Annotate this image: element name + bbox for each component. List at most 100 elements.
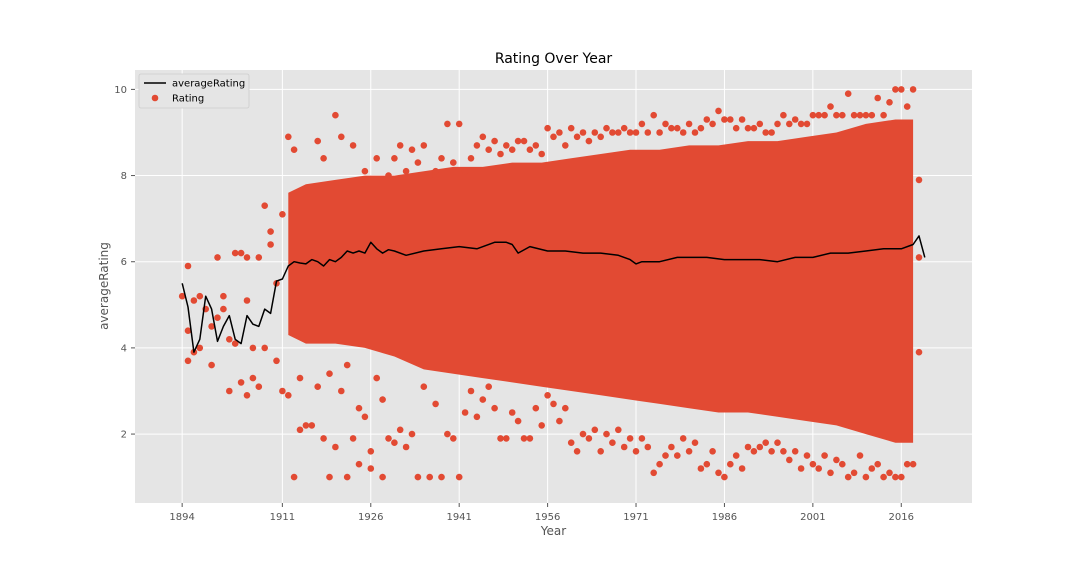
rating-point <box>491 404 498 412</box>
rating-point <box>314 137 322 145</box>
rating-point <box>744 443 752 451</box>
rating-point <box>308 422 316 429</box>
rating-point <box>691 129 699 136</box>
rating-point <box>255 383 263 391</box>
rating-point <box>473 413 481 421</box>
y-axis-ticks: 2 4 6 8 10 <box>114 85 135 441</box>
rating-point <box>226 387 233 395</box>
rating-point <box>373 155 381 162</box>
rating-point <box>532 142 540 149</box>
rating-point <box>349 142 357 149</box>
rating-point <box>774 120 781 128</box>
rating-point <box>279 211 286 218</box>
rating-point <box>285 133 292 141</box>
rating-point <box>497 150 504 158</box>
rating-point <box>892 473 899 481</box>
y-tick-label: 10 <box>114 85 127 96</box>
rating-point <box>620 443 628 451</box>
x-axis-ticks: 1894 1911 1926 1941 1956 1971 1986 2001 2016 <box>169 503 914 523</box>
rating-point <box>326 473 333 481</box>
rating-point <box>791 116 799 123</box>
rating-point <box>597 133 604 141</box>
rating-point <box>320 435 327 442</box>
rating-point <box>338 133 345 141</box>
y-tick-label: 2 <box>121 430 127 441</box>
rating-point <box>391 155 398 162</box>
rating-point <box>679 129 687 136</box>
rating-point <box>243 254 251 261</box>
rating-point <box>450 435 457 442</box>
rating-point <box>833 111 840 119</box>
rating-point <box>591 129 599 136</box>
rating-points <box>178 86 923 481</box>
rating-point <box>856 111 864 119</box>
rating-point <box>514 417 522 425</box>
rating-point <box>391 439 398 447</box>
rating-point <box>780 448 787 455</box>
y-tick-label: 6 <box>121 257 127 268</box>
rating-point <box>184 327 192 335</box>
rating-point <box>880 473 887 481</box>
rating-point <box>697 124 705 132</box>
rating-point <box>562 142 569 149</box>
rating-point <box>461 409 469 416</box>
rating-point <box>886 99 893 106</box>
rating-point <box>544 392 551 399</box>
rating-point <box>385 435 392 442</box>
rating-point <box>591 426 599 434</box>
rating-point <box>650 469 657 477</box>
rating-point <box>332 111 339 119</box>
rating-point <box>503 142 510 149</box>
rating-point <box>520 137 528 145</box>
rating-point <box>562 404 569 412</box>
legend: averageRating Rating <box>138 73 250 109</box>
rating-point <box>821 452 828 459</box>
rating-point <box>662 120 669 128</box>
rating-point <box>190 297 198 304</box>
rating-point <box>556 129 563 136</box>
rating-point <box>208 361 215 369</box>
rating-density-band <box>288 119 914 443</box>
rating-point <box>385 172 392 179</box>
rating-point <box>414 473 422 481</box>
rating-point <box>214 314 221 322</box>
rating-point <box>279 387 286 395</box>
rating-point <box>632 129 640 136</box>
rating-point <box>768 448 775 455</box>
legend-box <box>138 73 250 109</box>
average-rating-line <box>181 235 926 353</box>
rating-point <box>326 370 333 378</box>
rating-point <box>768 129 775 136</box>
rating-point <box>732 124 740 132</box>
rating-point <box>762 129 769 136</box>
rating-point <box>898 86 905 93</box>
rating-point <box>609 129 616 136</box>
rating-point <box>868 465 876 472</box>
rating-point <box>444 430 451 438</box>
rating-point <box>638 120 646 128</box>
rating-point <box>874 94 881 102</box>
rating-point <box>803 452 811 459</box>
rating-point <box>314 383 322 391</box>
rating-point <box>597 448 604 455</box>
rating-point <box>396 426 404 434</box>
rating-point <box>732 452 740 459</box>
rating-point <box>532 404 540 412</box>
rating-point <box>237 249 245 257</box>
rating-point <box>626 129 634 136</box>
rating-point <box>685 448 693 455</box>
rating-point <box>909 86 917 93</box>
rating-point <box>886 469 893 477</box>
rating-point <box>367 448 375 455</box>
rating-point <box>467 155 475 162</box>
rating-point <box>674 452 681 459</box>
rating-point <box>615 129 622 136</box>
rating-point <box>196 344 204 352</box>
average-rating-polyline <box>181 235 926 353</box>
rating-point <box>738 116 746 123</box>
rating-point <box>550 400 557 408</box>
rating-point <box>355 404 363 412</box>
rating-point <box>214 254 221 261</box>
rating-point <box>184 262 192 270</box>
x-tick-label: 1956 <box>535 512 560 523</box>
